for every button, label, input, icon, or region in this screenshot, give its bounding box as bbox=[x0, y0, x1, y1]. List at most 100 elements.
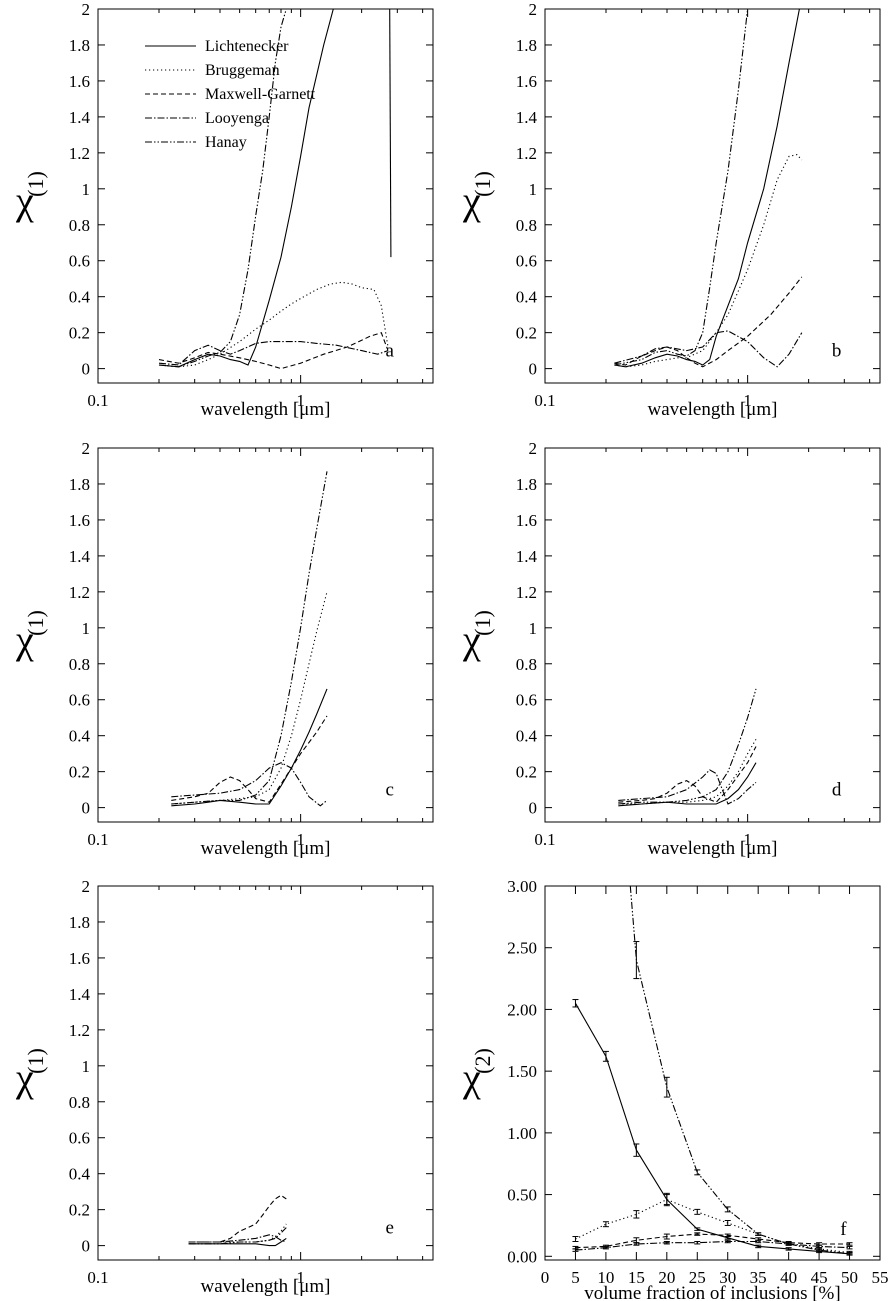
y-tick-label: 1 bbox=[82, 619, 91, 638]
x-axis-label: wavelength [μm] bbox=[201, 1276, 331, 1297]
x-tick-label: 40 bbox=[780, 1268, 797, 1287]
plot-frame bbox=[544, 447, 881, 823]
x-axis-label: wavelength [μm] bbox=[648, 838, 778, 859]
y-tick-label: 1 bbox=[529, 619, 538, 638]
x-axis-label: volume fraction of inclusions [%] bbox=[584, 1283, 840, 1301]
y-tick-label: 0.6 bbox=[516, 252, 537, 271]
y-tick-label: 2 bbox=[82, 877, 91, 896]
x-tick-label: 30 bbox=[719, 1268, 736, 1287]
y-tick-label: 1.6 bbox=[516, 72, 537, 91]
y-tick-label: 2 bbox=[82, 439, 91, 458]
series-line-maxwell-garnett bbox=[171, 715, 328, 803]
series-group bbox=[171, 471, 328, 807]
series-line-bruggeman bbox=[158, 281, 389, 368]
x-tick-label: 55 bbox=[872, 1268, 889, 1287]
x-tick-label: 5 bbox=[571, 1268, 580, 1287]
y-tick-label: 1.4 bbox=[69, 547, 91, 566]
series-line-maxwell-garnett bbox=[188, 1194, 287, 1243]
y-tick-label: 0.8 bbox=[516, 655, 537, 674]
y-axis-label: χ bbox=[462, 178, 481, 223]
series-line-lichtenecker bbox=[158, 9, 334, 368]
x-tick-label: 20 bbox=[658, 1268, 675, 1287]
y-axis-label-superscript: (1) bbox=[470, 171, 495, 197]
x-tick-label: 1 bbox=[296, 1268, 305, 1287]
series-line-bruggeman bbox=[171, 591, 328, 805]
y-tick-label: 0.6 bbox=[69, 691, 90, 710]
y-tick-label: 0.00 bbox=[507, 1247, 537, 1266]
series-line-looyenga bbox=[171, 762, 328, 807]
y-tick-label: 0.2 bbox=[516, 763, 537, 782]
y-tick-label: 2.00 bbox=[507, 1000, 537, 1019]
panel-label: f bbox=[840, 1219, 847, 1240]
y-tick-label: 1.6 bbox=[69, 72, 90, 91]
y-tick-label: 0 bbox=[82, 799, 91, 818]
series-line-maxwell-garnett bbox=[618, 746, 757, 803]
series-line-lichtenecker bbox=[614, 9, 800, 368]
y-axis-label: χ bbox=[15, 1055, 34, 1100]
x-tick-label: 0.1 bbox=[534, 391, 555, 410]
y-tick-label: 0.2 bbox=[69, 1201, 90, 1220]
y-tick-label: 1.4 bbox=[69, 985, 91, 1004]
x-tick-label: 15 bbox=[628, 1268, 645, 1287]
legend-label: Looyenga bbox=[205, 110, 269, 127]
panel-e: 00.20.40.60.811.21.41.61.820.1 1wavelengt… bbox=[15, 877, 434, 1297]
y-tick-label: 1.2 bbox=[516, 144, 537, 163]
y-axis-label: χ bbox=[15, 617, 34, 662]
y-tick-label: 1.4 bbox=[516, 547, 538, 566]
y-tick-label: 1.6 bbox=[69, 511, 90, 530]
y-tick-label: 1.8 bbox=[516, 36, 537, 55]
y-tick-label: 2.50 bbox=[507, 939, 537, 958]
plot-frame bbox=[544, 8, 881, 384]
y-tick-label: 0 bbox=[82, 360, 91, 379]
y-tick-label: 1.2 bbox=[69, 1021, 90, 1040]
y-tick-label: 1.2 bbox=[69, 583, 90, 602]
series-line-looyenga bbox=[158, 341, 389, 366]
y-tick-label: 0.4 bbox=[69, 288, 91, 307]
panel-label: e bbox=[385, 1218, 393, 1239]
series-line-bruggeman bbox=[614, 153, 803, 368]
y-tick-label: 1 bbox=[529, 180, 538, 199]
panel-c: 00.20.40.60.811.21.41.61.820.1 1wavelengt… bbox=[15, 439, 434, 859]
y-tick-label: 0.6 bbox=[69, 252, 90, 271]
y-tick-label: 1.2 bbox=[69, 144, 90, 163]
y-tick-label: 1.8 bbox=[69, 36, 90, 55]
y-tick-label: 1.6 bbox=[516, 511, 537, 530]
series-group bbox=[618, 688, 757, 807]
plot-frame bbox=[544, 885, 881, 1261]
y-tick-label: 0.2 bbox=[69, 763, 90, 782]
series-group bbox=[158, 9, 392, 370]
legend: Lichtenecker Bruggeman Maxwell-Garnett Looy… bbox=[145, 38, 316, 151]
series-line-bruggeman bbox=[188, 1223, 287, 1243]
y-tick-label: 1 bbox=[82, 1057, 91, 1076]
legend-label: Maxwell-Garnett bbox=[205, 86, 316, 103]
series-line-maxwell-garnett bbox=[614, 276, 803, 368]
y-tick-label: 0.8 bbox=[516, 216, 537, 235]
panel-f: 0.00 0.50 1.00 1.50 2.00 2.50 3.00 0 5 10 15 20 25 30… bbox=[462, 877, 889, 1301]
x-axis-label: wavelength [μm] bbox=[201, 838, 331, 859]
y-axis-label: χ bbox=[462, 617, 481, 662]
panel-label: b bbox=[832, 341, 842, 362]
x-tick-label: 0.1 bbox=[87, 1268, 108, 1287]
y-tick-label: 0 bbox=[529, 360, 538, 379]
x-tick-label: 1 bbox=[296, 830, 305, 849]
series-line-maxwell-garnett bbox=[575, 1233, 850, 1249]
series-line-hanay bbox=[614, 9, 749, 366]
y-tick-label: 1.8 bbox=[516, 475, 537, 494]
y-tick-label: 0.8 bbox=[69, 216, 90, 235]
x-tick-label: 0 bbox=[541, 1268, 550, 1287]
series-line-lichtenecker bbox=[188, 1237, 287, 1247]
y-tick-label: 2 bbox=[82, 0, 91, 19]
y-tick-label: 1.50 bbox=[507, 1062, 537, 1081]
panel-label: d bbox=[832, 780, 842, 801]
y-tick-label: 1.2 bbox=[516, 583, 537, 602]
y-axis-label: χ bbox=[462, 1055, 481, 1100]
x-axis-label: wavelength [μm] bbox=[648, 399, 778, 420]
x-tick-label: 25 bbox=[689, 1268, 706, 1287]
panel-label: a bbox=[385, 341, 394, 362]
series-line-looyenga bbox=[188, 1234, 287, 1243]
x-tick-label: 1 bbox=[296, 391, 305, 410]
legend-label: Bruggeman bbox=[205, 62, 280, 79]
y-axis-label-superscript: (1) bbox=[23, 1048, 48, 1074]
y-tick-label: 0.6 bbox=[69, 1129, 90, 1148]
